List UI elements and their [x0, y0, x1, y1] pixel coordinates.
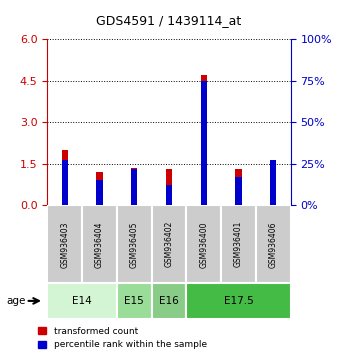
- Bar: [201, 75, 207, 205]
- Bar: [166, 169, 172, 205]
- Text: GDS4591 / 1439114_at: GDS4591 / 1439114_at: [96, 14, 242, 27]
- Bar: [221, 205, 256, 283]
- Bar: [152, 205, 186, 283]
- Text: GSM936401: GSM936401: [234, 221, 243, 268]
- Bar: [201, 81, 207, 205]
- Bar: [186, 205, 221, 283]
- Bar: [235, 177, 242, 205]
- Bar: [62, 150, 68, 205]
- Text: E17.5: E17.5: [224, 296, 254, 306]
- Bar: [235, 169, 242, 205]
- Legend: transformed count, percentile rank within the sample: transformed count, percentile rank withi…: [38, 327, 207, 349]
- Bar: [152, 283, 186, 319]
- Bar: [117, 205, 152, 283]
- Bar: [186, 283, 291, 319]
- Bar: [96, 181, 103, 205]
- Bar: [96, 172, 103, 205]
- Text: GSM936400: GSM936400: [199, 221, 208, 268]
- Bar: [62, 160, 68, 205]
- Bar: [166, 185, 172, 205]
- Text: age: age: [7, 296, 26, 306]
- Bar: [131, 169, 137, 205]
- Text: GSM936406: GSM936406: [269, 221, 278, 268]
- Bar: [270, 160, 276, 205]
- Bar: [256, 205, 291, 283]
- Text: E14: E14: [72, 296, 92, 306]
- Bar: [131, 168, 137, 205]
- Bar: [82, 205, 117, 283]
- Text: GSM936404: GSM936404: [95, 221, 104, 268]
- Bar: [47, 283, 117, 319]
- Text: GSM936402: GSM936402: [165, 221, 173, 268]
- Text: E15: E15: [124, 296, 144, 306]
- Text: GSM936403: GSM936403: [60, 221, 69, 268]
- Bar: [47, 205, 82, 283]
- Text: E16: E16: [159, 296, 179, 306]
- Bar: [270, 161, 276, 205]
- Text: GSM936405: GSM936405: [130, 221, 139, 268]
- Bar: [117, 283, 152, 319]
